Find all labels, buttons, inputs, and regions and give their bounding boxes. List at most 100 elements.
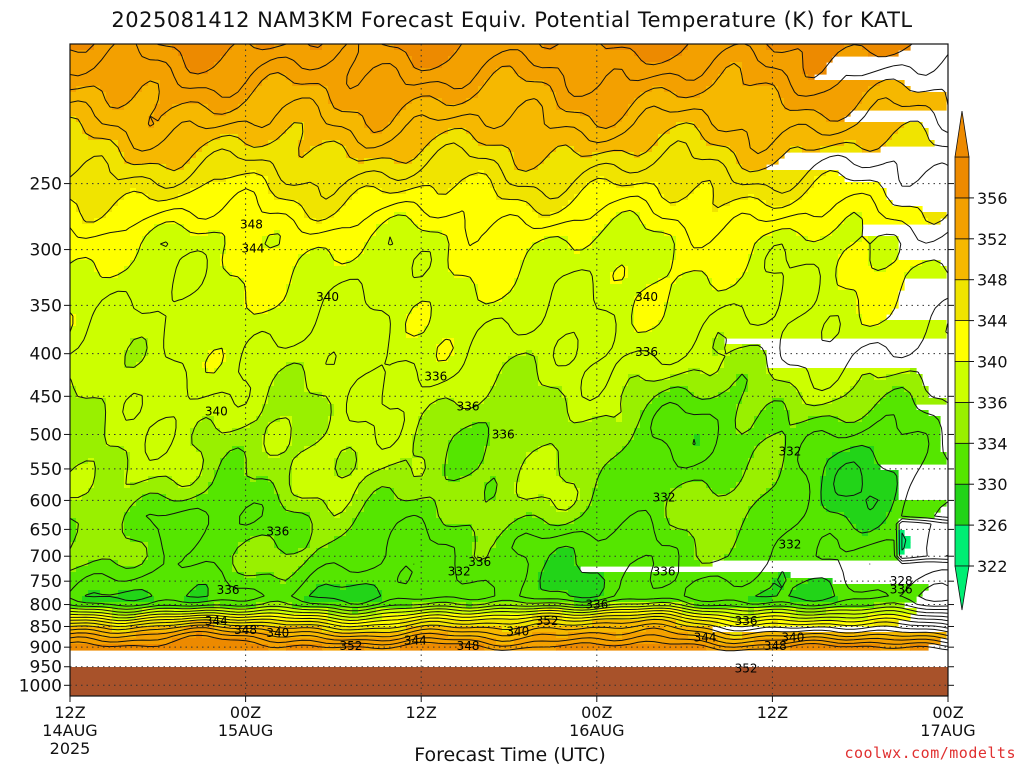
field-cell [496,542,695,549]
field-cell [76,320,407,327]
field-cell [856,140,887,147]
field-cell [838,266,875,273]
field-cell [736,416,755,423]
contour-label: 328 [890,574,913,588]
field-cell [856,524,881,531]
field-cell [310,554,473,561]
field-cell [712,200,731,207]
field-cell [742,68,803,75]
field-cell [208,356,227,363]
field-cell [514,638,719,645]
field-cell [70,92,107,99]
field-cell [412,632,449,639]
field-cell [406,314,431,321]
field-cell [844,44,863,51]
field-cell [622,416,641,423]
field-cell [598,470,743,477]
field-cell [406,104,557,111]
field-cell [448,446,485,453]
field-cell [70,266,95,273]
field-cell [70,458,89,465]
field-cell [70,416,107,423]
field-cell [700,134,893,141]
field-cell [772,596,791,603]
field-cell [820,110,851,117]
field-cell [874,452,947,459]
field-cell [424,326,635,333]
field-cell [190,620,215,627]
field-cell [334,104,407,111]
y-tick-label: 500 [30,425,62,445]
field-cell [778,86,869,93]
field-cell [490,548,557,555]
field-cell [628,266,671,273]
field-cell [226,356,437,363]
field-cell [718,392,743,399]
contour-label: 336 [585,598,608,612]
field-cell [358,452,413,459]
field-cell [784,584,797,591]
field-cell [538,572,605,579]
x-tick-label: 00Z [230,703,261,722]
field-cell [928,218,941,225]
field-cell [436,356,449,363]
field-cell [310,518,353,525]
colorbar-label: 348 [977,271,1008,290]
field-cell [148,548,239,555]
field-cell [148,344,437,351]
field-cell [550,212,617,219]
field-cell [604,590,761,597]
field-cell [184,224,377,231]
field-cell [742,74,809,81]
field-cell [400,644,485,651]
field-cell [622,398,653,405]
field-cell [700,182,713,189]
y-tick-label: 900 [30,638,62,658]
field-cell [520,260,671,267]
colorbar-label: 334 [977,434,1008,453]
field-cell [634,308,665,315]
field-cell [730,146,791,153]
field-cell [664,308,857,315]
field-cell [766,434,785,441]
field-cell [652,146,731,153]
field-cell [178,482,191,489]
contour-label: 344 [694,630,717,644]
field-cell [490,386,563,393]
field-cell [544,236,569,243]
field-cell [172,104,209,111]
field-cell [556,464,605,471]
y-tick-label: 750 [30,572,62,592]
field-cell [322,218,389,225]
field-cell [580,152,593,159]
field-cell [670,524,743,531]
field-cell [76,392,269,399]
field-cell [124,266,227,273]
field-cell [712,80,743,87]
field-cell [844,512,887,519]
field-cell [448,452,485,459]
field-cell [70,332,407,339]
field-cell [592,152,635,159]
field-cell [196,584,209,591]
field-cell [130,620,191,627]
field-cell [358,608,377,615]
field-cell [628,110,821,117]
field-cell [70,224,155,231]
credit-link[interactable]: coolwx.com/modelts [844,744,1016,762]
field-cell [220,254,299,261]
field-cell [448,356,509,363]
field-cell [640,152,737,159]
field-cell [244,284,287,291]
field-cell [538,164,743,171]
field-cell [514,482,575,489]
field-cell [796,386,851,393]
field-cell [778,470,827,477]
field-cell [850,518,887,525]
field-cell [598,122,617,129]
field-cell [280,230,377,237]
field-cell [292,428,329,435]
field-cell [148,116,161,123]
x-tick-label: 00Z [932,703,963,722]
field-cell [124,194,149,201]
